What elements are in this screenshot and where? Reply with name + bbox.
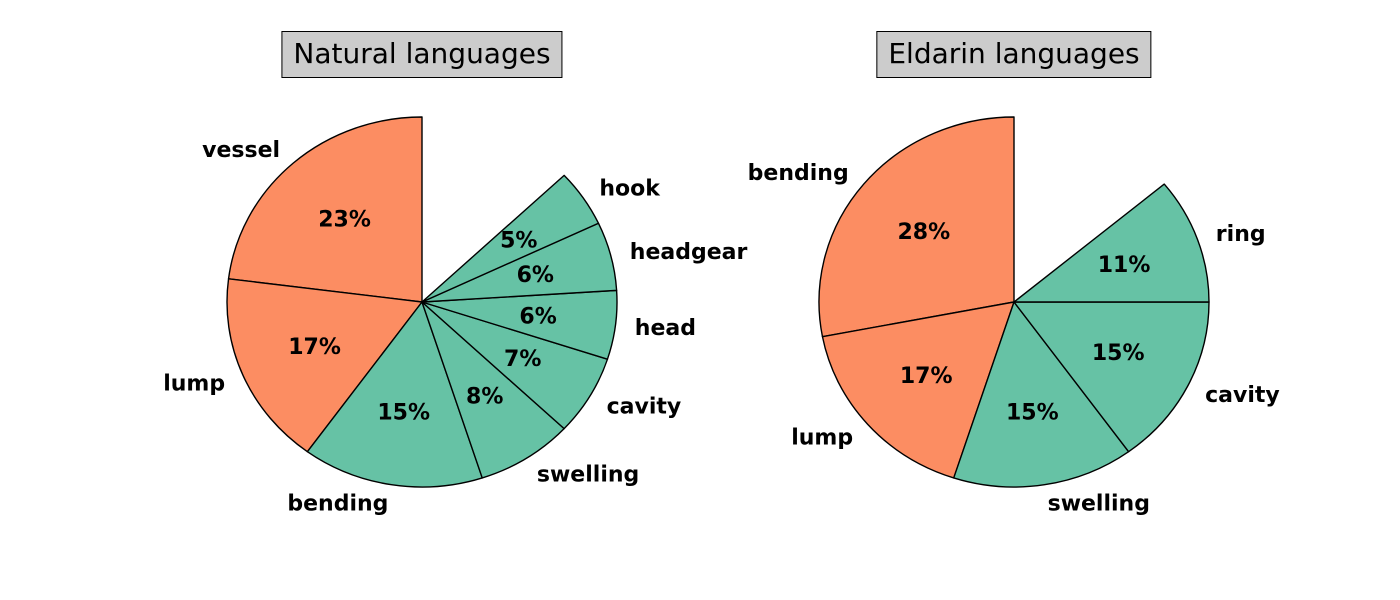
- pie-1-slice-lump: [821, 301, 1015, 479]
- pie-0-slice-hook: [421, 174, 600, 303]
- pie-1-slice-bending: [818, 116, 1015, 338]
- pie-1-label-cavity: cavity: [1205, 383, 1280, 408]
- pie-1-slice-swelling: [953, 301, 1130, 488]
- chart-title-eldarin-languages: Eldarin languages: [876, 31, 1152, 79]
- pie-0-pct-head: 6%: [519, 305, 556, 330]
- pie-0-pct-headgear: 6%: [517, 263, 554, 288]
- chart-title-natural-languages: Natural languages: [281, 31, 563, 79]
- pie-0-label-vessel: vessel: [202, 138, 280, 163]
- pie-0-label-hook: hook: [599, 176, 661, 201]
- pie-1-label-lump: lump: [791, 425, 853, 450]
- pie-1-label-bending: bending: [748, 161, 849, 186]
- pie-0-slice-swelling: [421, 301, 565, 479]
- pie-0-slice-bending: [306, 301, 483, 488]
- pie-0-label-head: head: [635, 316, 696, 341]
- pie-0-pct-cavity: 7%: [504, 347, 541, 372]
- pie-1-slice-ring: [1013, 183, 1210, 303]
- pie-0-slice-lump: [226, 278, 423, 453]
- pie-0-pct-lump: 17%: [288, 335, 341, 360]
- pie-0-pct-bending: 15%: [377, 400, 430, 425]
- pie-0-slice-vessel: [227, 116, 423, 303]
- pie-0-label-swelling: swelling: [537, 463, 639, 488]
- pie-0-pct-hook: 5%: [500, 228, 537, 253]
- pie-0-label-headgear: headgear: [630, 240, 748, 265]
- pie-0-label-bending: bending: [287, 492, 388, 517]
- pie-1-slice-cavity: [1013, 301, 1210, 453]
- pie-1-pct-lump: 17%: [900, 364, 953, 389]
- pie-0-label-cavity: cavity: [607, 394, 682, 419]
- pie-1-pct-cavity: 15%: [1092, 341, 1145, 366]
- pie-1-pct-swelling: 15%: [1006, 400, 1059, 425]
- pie-1-pct-ring: 11%: [1098, 253, 1151, 278]
- pie-0-label-lump: lump: [163, 372, 225, 397]
- pie-1-label-ring: ring: [1216, 222, 1266, 247]
- pie-0-pct-vessel: 23%: [318, 207, 371, 232]
- pie-1-label-swelling: swelling: [1048, 492, 1150, 517]
- pie-1-pct-bending: 28%: [897, 220, 950, 245]
- pie-0-pct-swelling: 8%: [466, 384, 503, 409]
